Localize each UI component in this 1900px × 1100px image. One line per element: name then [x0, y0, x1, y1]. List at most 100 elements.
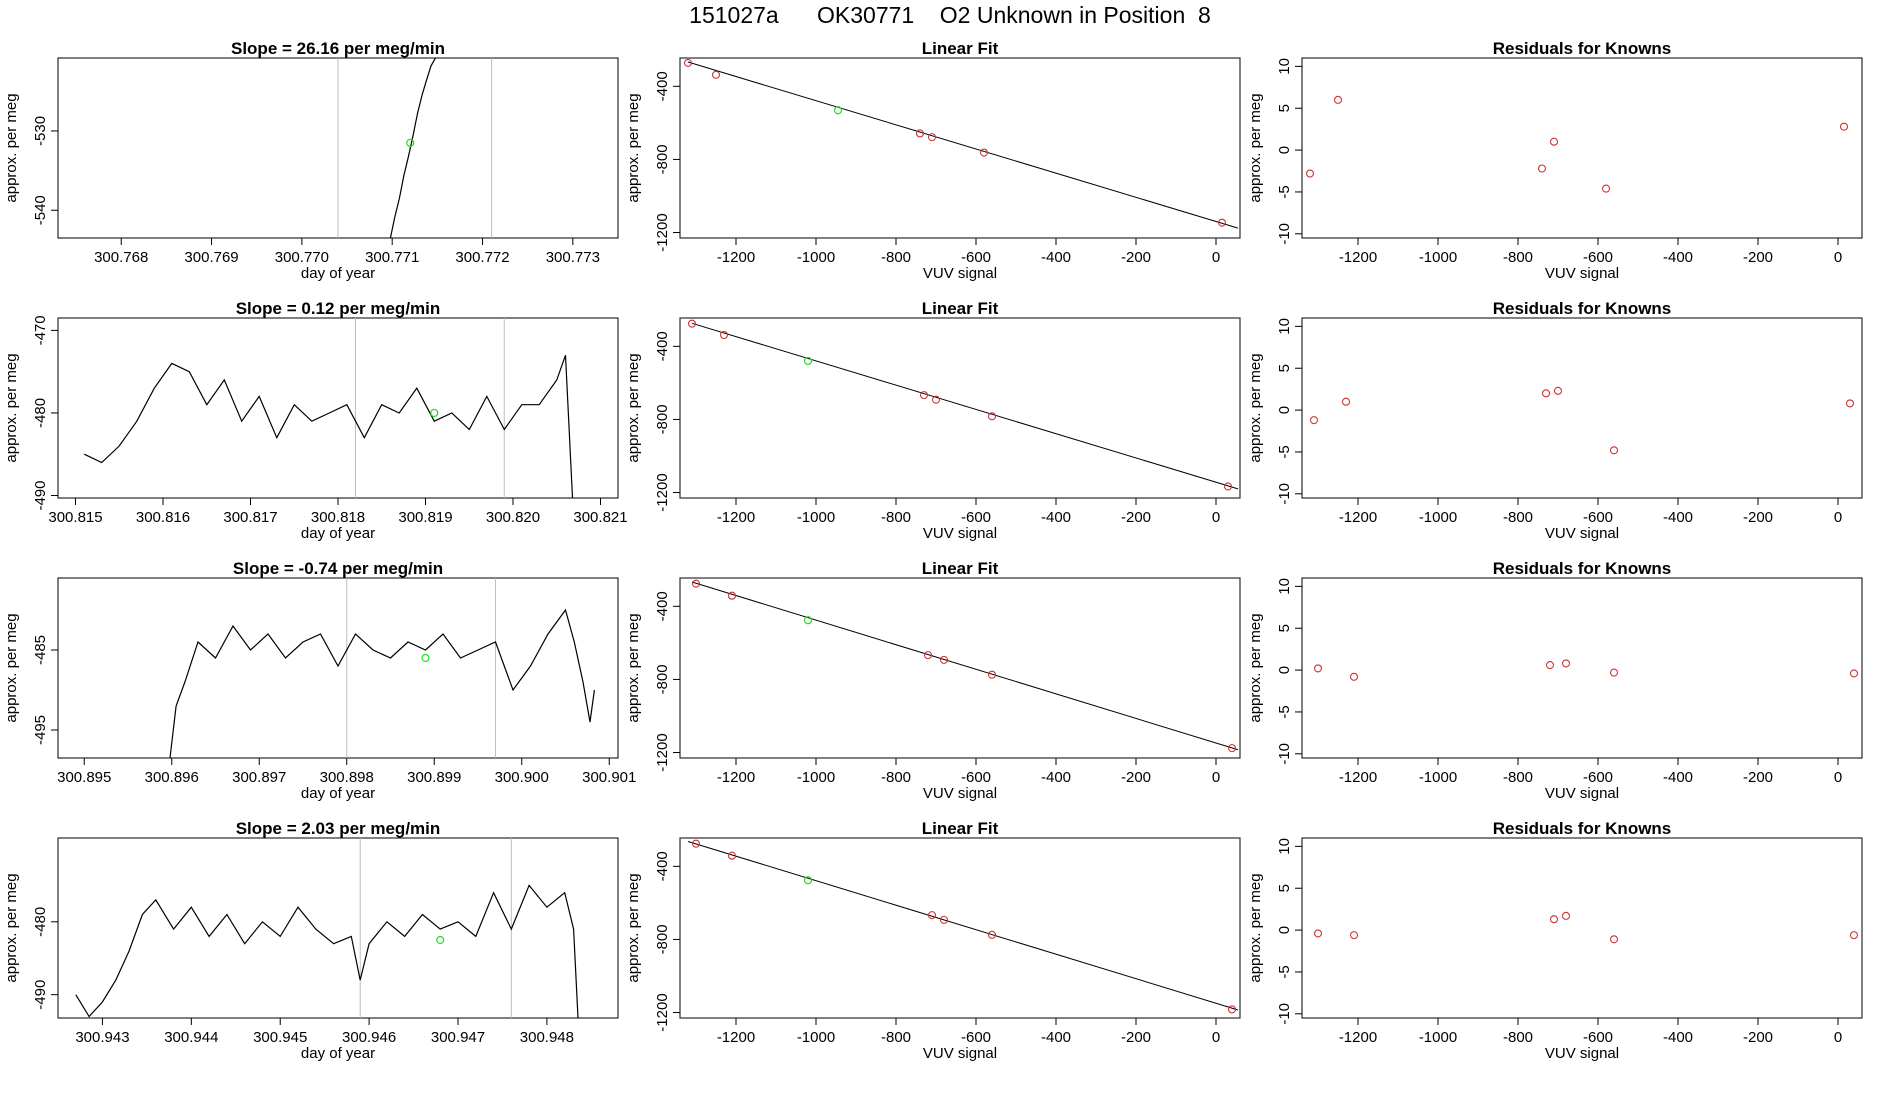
residuals-4-residual-point — [1849, 931, 1859, 940]
residuals-3-residual-point — [1609, 668, 1619, 677]
linear-fit-4-x-tick-label: -800 — [881, 1029, 911, 1046]
time-series-2-x-tick-label: 300.819 — [398, 509, 452, 526]
time-series-3-x-tick-label: 300.895 — [57, 769, 111, 786]
residuals-4-y-tick-label: 5 — [1276, 884, 1293, 892]
linear-fit-1-unknown-point — [833, 106, 843, 115]
time-series-1-x-label: day of year — [301, 265, 375, 282]
residuals-2-residual-point — [1341, 397, 1351, 406]
linear-fit-1-known-point — [1217, 218, 1227, 227]
linear-fit-2-known-point — [719, 330, 729, 340]
residuals-2-y-tick-label: -5 — [1276, 445, 1293, 458]
residuals-3-x-tick-label: -1200 — [1339, 769, 1377, 786]
linear-fit-4-x-tick-label: -1200 — [717, 1029, 755, 1046]
linear-fit-4-known-point — [691, 839, 701, 848]
residuals-4-y-tick-label: -10 — [1276, 1003, 1293, 1025]
residuals-2-x-tick-label: -1200 — [1339, 509, 1377, 526]
linear-fit-2-x-label: VUV signal — [923, 525, 997, 542]
residuals-3-y-label: approx. per meg — [1247, 613, 1264, 722]
linear-fit-1-known-point — [711, 70, 721, 79]
residuals-2-y-tick-label: 10 — [1276, 318, 1293, 335]
linear-fit-4-y-tick-label: -400 — [654, 851, 671, 881]
residuals-1-residual-point — [1601, 184, 1611, 193]
residuals-2-x-tick-label: -1000 — [1419, 509, 1457, 526]
residuals-3-y-tick-label: 5 — [1276, 624, 1293, 632]
linear-fit-2-x-tick-label: -400 — [1041, 509, 1071, 526]
linear-fit-2-x-tick-label: -800 — [881, 509, 911, 526]
linear-fit-2-known-point — [919, 391, 929, 400]
residuals-3-title: Residuals for Knowns — [1493, 559, 1672, 578]
residuals-4-y-tick-label: 0 — [1276, 926, 1293, 934]
residuals-1-y-tick-label: -5 — [1276, 185, 1293, 198]
linear-fit-3-x-label: VUV signal — [923, 785, 997, 802]
time-series-4-title: Slope = 2.03 per meg/min — [236, 819, 441, 838]
residuals-1-x-tick-label: -400 — [1663, 249, 1693, 266]
residuals-1-x-label: VUV signal — [1545, 265, 1619, 282]
time-series-1-y-label: approx. per meg — [3, 93, 20, 202]
residuals-4-residual-point — [1349, 931, 1359, 940]
time-series-4-x-tick-label: 300.946 — [342, 1029, 396, 1046]
residuals-2-y-tick-label: 5 — [1276, 364, 1293, 372]
linear-fit-3-x-tick-label: -1200 — [717, 769, 755, 786]
residuals-2-y-tick-label: -10 — [1276, 483, 1293, 505]
linear-fit-1-y-tick-label: -400 — [654, 71, 671, 101]
time-series-4-series-line — [75, 884, 579, 1018]
linear-fit-4-x-tick-label: -400 — [1041, 1029, 1071, 1046]
time-series-1-y-tick-label: -530 — [32, 116, 49, 146]
time-series-3-unknown-point — [421, 653, 430, 663]
time-series-3-x-tick-label: 300.898 — [320, 769, 374, 786]
residuals-3-residual-point — [1313, 664, 1323, 673]
residuals-3-residual-point — [1849, 669, 1859, 678]
time-series-3-x-label: day of year — [301, 785, 375, 802]
residuals-4-x-tick-label: -1200 — [1339, 1029, 1377, 1046]
time-series-3-x-tick-label: 300.897 — [232, 769, 286, 786]
residuals-4-y-tick-label: 10 — [1276, 838, 1293, 855]
time-series-1-x-tick-label: 300.768 — [94, 249, 148, 266]
residuals-2-residual-point — [1309, 416, 1319, 425]
residuals-2-x-tick-label: -800 — [1503, 509, 1533, 526]
linear-fit-1-x-tick-label: 0 — [1212, 249, 1220, 266]
residuals-3-y-tick-label: 0 — [1276, 666, 1293, 674]
linear-fit-2-x-tick-label: -600 — [961, 509, 991, 526]
residuals-3-x-tick-label: -400 — [1663, 769, 1693, 786]
residuals-4-x-tick-label: -600 — [1583, 1029, 1613, 1046]
linear-fit-1-known-point — [683, 58, 693, 67]
linear-fit-2-x-tick-label: -1200 — [717, 509, 755, 526]
linear-fit-2-known-point — [1223, 482, 1233, 491]
linear-fit-1-fit-line — [687, 61, 1239, 229]
linear-fit-1-x-tick-label: -400 — [1041, 249, 1071, 266]
time-series-2-y-tick-label: -480 — [32, 398, 49, 428]
time-series-2-x-tick-label: 300.820 — [486, 509, 540, 526]
linear-fit-1-known-point — [915, 129, 925, 138]
linear-fit-4-x-label: VUV signal — [923, 1045, 997, 1062]
linear-fit-4-fit-line — [687, 840, 1239, 1011]
residuals-1-y-tick-label: 0 — [1276, 146, 1293, 154]
linear-fit-3-known-point — [923, 651, 933, 660]
time-series-3-title: Slope = -0.74 per meg/min — [233, 559, 443, 578]
residuals-1-x-tick-label: -1000 — [1419, 249, 1457, 266]
time-series-3-x-tick-label: 300.900 — [495, 769, 549, 786]
residuals-1-residual-point — [1333, 95, 1343, 104]
linear-fit-3-y-tick-label: -800 — [654, 664, 671, 694]
linear-fit-2-unknown-point — [803, 356, 813, 366]
linear-fit-3-x-tick-label: -200 — [1121, 769, 1151, 786]
linear-fit-3-known-point — [1227, 744, 1237, 753]
time-series-3-plot-frame — [57, 577, 619, 759]
residuals-3-x-tick-label: -600 — [1583, 769, 1613, 786]
residuals-4-residual-point — [1549, 915, 1559, 924]
linear-fit-2-known-point — [687, 319, 697, 328]
residuals-4-y-tick-label: -5 — [1276, 965, 1293, 978]
linear-fit-3-title: Linear Fit — [922, 559, 999, 578]
linear-fit-3-y-label: approx. per meg — [625, 613, 642, 722]
residuals-2-residual-point — [1609, 446, 1619, 455]
time-series-3-series-line — [169, 608, 595, 758]
residuals-2-x-tick-label: -600 — [1583, 509, 1613, 526]
linear-fit-3-x-tick-label: -400 — [1041, 769, 1071, 786]
linear-fit-2-y-tick-label: -800 — [654, 404, 671, 434]
time-series-2-x-tick-label: 300.818 — [311, 509, 365, 526]
time-series-4-x-tick-label: 300.943 — [75, 1029, 129, 1046]
residuals-2-x-tick-label: -400 — [1663, 509, 1693, 526]
time-series-4-x-tick-label: 300.945 — [253, 1029, 307, 1046]
residuals-2-y-label: approx. per meg — [1247, 353, 1264, 462]
linear-fit-3-x-tick-label: -800 — [881, 769, 911, 786]
